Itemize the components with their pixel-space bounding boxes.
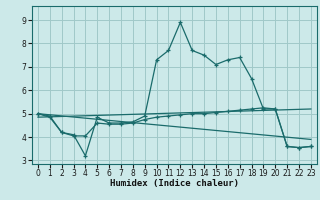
X-axis label: Humidex (Indice chaleur): Humidex (Indice chaleur) xyxy=(110,179,239,188)
